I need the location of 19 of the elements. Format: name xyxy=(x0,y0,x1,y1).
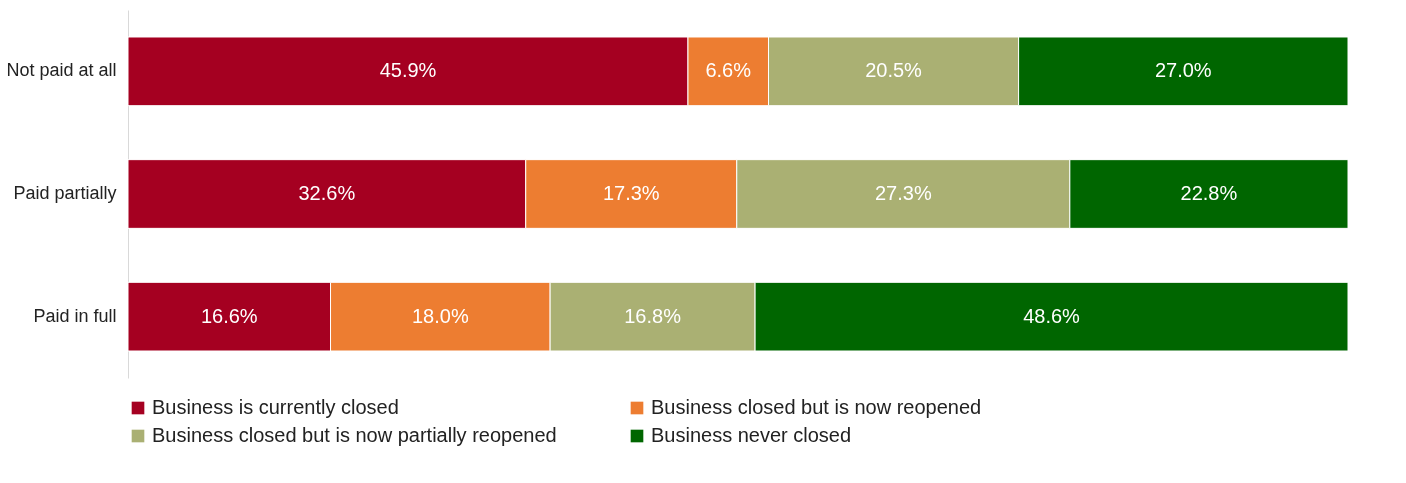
data-label: 17.3% xyxy=(602,182,660,204)
data-label: 16.6% xyxy=(200,304,258,327)
data-label: 48.6% xyxy=(1023,304,1081,327)
legend-label: Business is currently closed xyxy=(152,396,399,418)
data-label: 27.0% xyxy=(1154,59,1212,82)
legend-label: Business closed but is now partially reopened xyxy=(152,424,557,446)
data-label: 16.8% xyxy=(624,304,682,327)
legend-label: Business closed but is now reopened xyxy=(651,396,982,418)
y-tick-label: Paid partially xyxy=(13,183,117,203)
data-label: 27.3% xyxy=(874,182,932,204)
y-tick-label: Paid in full xyxy=(33,305,117,326)
data-label: 32.6% xyxy=(298,182,356,204)
data-label: 22.8% xyxy=(1180,182,1238,204)
data-label: 20.5% xyxy=(865,59,923,82)
data-label: 45.9% xyxy=(379,59,437,82)
y-tick-label: Not paid at all xyxy=(6,60,117,81)
data-label: 18.0% xyxy=(411,304,469,327)
legend-label: Business never closed xyxy=(651,424,852,446)
data-label: 6.6% xyxy=(705,59,752,82)
